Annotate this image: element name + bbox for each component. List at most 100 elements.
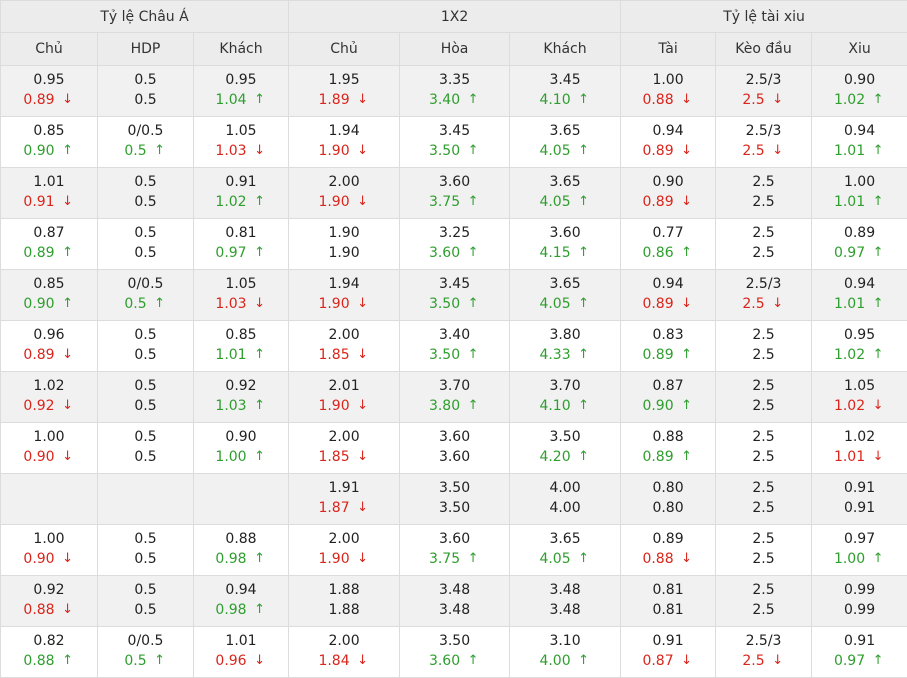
- opening-odds: 2.00: [328, 325, 359, 345]
- opening-odds: 2.00: [328, 172, 359, 192]
- arrow-up-icon: ↑: [871, 294, 885, 314]
- opening-odds: 1.01: [33, 172, 64, 192]
- arrow-up-icon: ↑: [466, 651, 480, 671]
- opening-odds: 2.5/3: [746, 631, 782, 651]
- arrow-up-icon: ↑: [871, 141, 885, 161]
- opening-odds: 0.95: [225, 70, 256, 90]
- opening-odds: 0.89: [652, 529, 683, 549]
- live-odds: 4.05: [539, 141, 570, 161]
- live-odds: 2.5: [752, 600, 774, 620]
- opening-odds: 3.70: [549, 376, 580, 396]
- opening-odds: 3.40: [439, 325, 470, 345]
- live-odds: 1.01: [834, 192, 865, 212]
- live-odds: 0.5: [134, 447, 156, 467]
- live-odds: 4.05: [539, 549, 570, 569]
- arrow-down-icon: ↓: [771, 90, 785, 110]
- odds-cell: [194, 474, 289, 525]
- opening-odds: 3.60: [439, 427, 470, 447]
- opening-odds: 3.70: [439, 376, 470, 396]
- arrow-down-icon: ↓: [771, 141, 785, 161]
- live-odds: 0.89: [642, 141, 673, 161]
- arrow-up-icon: ↑: [577, 192, 591, 212]
- live-odds: 0.89: [23, 90, 54, 110]
- arrow-down-icon: ↓: [356, 498, 370, 518]
- arrow-up-icon: ↑: [680, 396, 694, 416]
- live-odds: 0.5: [134, 549, 156, 569]
- opening-odds: 0.95: [844, 325, 875, 345]
- opening-odds: 3.48: [549, 580, 580, 600]
- opening-odds: 2.5: [752, 529, 774, 549]
- live-odds: 1.01: [215, 345, 246, 365]
- arrow-up-icon: ↑: [577, 651, 591, 671]
- live-odds: 0.5: [134, 600, 156, 620]
- live-odds: 0.89: [23, 243, 54, 263]
- arrow-down-icon: ↓: [61, 90, 75, 110]
- opening-odds: 0.94: [844, 274, 875, 294]
- opening-odds: 3.50: [549, 427, 580, 447]
- arrow-up-icon: ↑: [253, 90, 267, 110]
- arrow-down-icon: ↓: [771, 651, 785, 671]
- live-odds: 0.81: [652, 600, 683, 620]
- live-odds: 1.00: [834, 549, 865, 569]
- arrow-up-icon: ↑: [153, 651, 167, 671]
- opening-odds: 0.91: [844, 478, 875, 498]
- opening-odds: 0.5: [134, 529, 156, 549]
- opening-odds: 1.05: [225, 274, 256, 294]
- live-odds: 2.5: [742, 651, 764, 671]
- live-odds: 1.01: [834, 141, 865, 161]
- live-odds: 0.99: [844, 600, 875, 620]
- live-odds: 0.96: [215, 651, 246, 671]
- opening-odds: 0.90: [225, 427, 256, 447]
- live-odds: 3.60: [429, 243, 460, 263]
- col-header-line: Kèo đầu: [716, 33, 812, 66]
- arrow-down-icon: ↓: [356, 447, 370, 467]
- opening-odds: 0.85: [33, 121, 64, 141]
- arrow-down-icon: ↓: [61, 396, 75, 416]
- arrow-down-icon: ↓: [356, 141, 370, 161]
- opening-odds: 1.02: [844, 427, 875, 447]
- opening-odds: 0.85: [225, 325, 256, 345]
- live-odds: 1.03: [215, 141, 246, 161]
- opening-odds: 0.5: [134, 376, 156, 396]
- live-odds: 4.10: [539, 396, 570, 416]
- group-header-asian-handicap: Tỷ lệ Châu Á: [1, 1, 289, 33]
- arrow-up-icon: ↑: [680, 345, 694, 365]
- live-odds: 1.88: [328, 600, 359, 620]
- arrow-up-icon: ↑: [466, 243, 480, 263]
- col-header-away: Khách: [510, 33, 621, 66]
- arrow-down-icon: ↓: [356, 549, 370, 569]
- live-odds: 3.60: [429, 651, 460, 671]
- arrow-down-icon: ↓: [356, 396, 370, 416]
- opening-odds: 0.87: [652, 376, 683, 396]
- arrow-down-icon: ↓: [356, 192, 370, 212]
- arrow-down-icon: ↓: [771, 294, 785, 314]
- live-odds: 0.86: [642, 243, 673, 263]
- live-odds: 2.5: [742, 141, 764, 161]
- live-odds: 1.90: [318, 294, 349, 314]
